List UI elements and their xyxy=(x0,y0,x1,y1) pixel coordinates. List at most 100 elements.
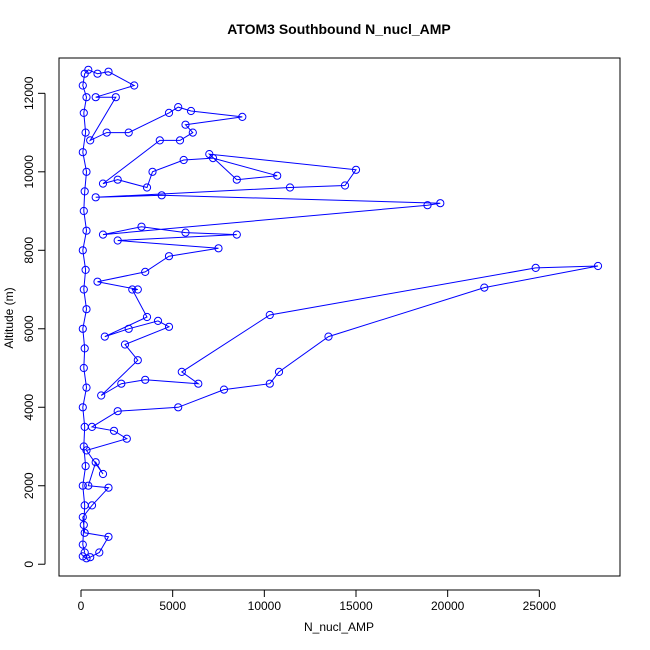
data-point xyxy=(124,324,133,333)
data-point xyxy=(148,167,157,176)
data-point xyxy=(142,312,152,322)
data-point xyxy=(79,363,88,373)
data-point xyxy=(80,528,89,537)
data-point xyxy=(81,462,90,471)
data-point xyxy=(122,434,131,443)
data-point xyxy=(80,548,89,557)
data-point xyxy=(593,261,603,271)
data-point xyxy=(219,385,229,394)
data-point xyxy=(265,310,274,320)
y-tick-label: 8000 xyxy=(22,237,36,264)
data-point xyxy=(133,285,142,294)
data-point xyxy=(174,103,183,112)
data-point xyxy=(80,69,89,78)
data-point xyxy=(98,179,108,188)
data-point xyxy=(111,93,120,102)
data-point xyxy=(186,106,196,116)
data-point xyxy=(214,244,223,253)
plot-area xyxy=(78,65,603,563)
data-point xyxy=(80,422,89,431)
data-point xyxy=(113,236,122,245)
data-point xyxy=(78,148,87,157)
x-tick-label: 15000 xyxy=(339,599,373,613)
data-point xyxy=(102,128,111,137)
data-point xyxy=(130,81,139,90)
data-point xyxy=(137,222,146,231)
data-point xyxy=(155,136,164,145)
data-point xyxy=(79,206,88,216)
data-point xyxy=(91,93,100,102)
y-tick-label: 4000 xyxy=(22,394,36,421)
y-tick-label: 2000 xyxy=(22,472,36,499)
series-line xyxy=(82,69,599,559)
data-point xyxy=(124,128,133,137)
x-tick-label: 25000 xyxy=(523,599,557,613)
data-point xyxy=(208,154,218,163)
data-point xyxy=(181,228,190,237)
x-tick-label: 20000 xyxy=(431,599,465,613)
data-point xyxy=(91,193,100,202)
y-axis-label: Altitude (m) xyxy=(2,287,16,348)
data-point xyxy=(164,108,174,118)
data-point xyxy=(95,548,104,557)
data-point xyxy=(181,120,190,129)
data-point xyxy=(82,554,91,563)
data-point xyxy=(98,230,108,239)
data-point xyxy=(86,553,95,562)
data-point xyxy=(91,458,100,467)
data-point xyxy=(265,379,274,388)
data-point xyxy=(104,532,113,541)
data-point xyxy=(86,136,95,145)
data-point xyxy=(175,136,185,145)
data-point xyxy=(340,181,350,190)
data-point xyxy=(104,483,113,492)
data-point xyxy=(97,391,106,400)
data-point xyxy=(194,379,203,388)
data-point xyxy=(79,442,88,451)
data-point xyxy=(232,230,241,239)
x-tick-label: 5000 xyxy=(159,599,186,613)
data-point xyxy=(164,252,174,261)
data-point xyxy=(82,167,91,176)
x-tick-label: 0 xyxy=(78,599,85,613)
data-point xyxy=(80,187,89,196)
data-point xyxy=(81,265,90,274)
data-point xyxy=(104,67,113,76)
data-point xyxy=(128,285,137,294)
data-point xyxy=(232,175,241,184)
data-point xyxy=(78,513,87,522)
data-point xyxy=(531,263,540,272)
data-point xyxy=(82,305,91,314)
data-point xyxy=(78,403,87,412)
data-point xyxy=(79,285,88,294)
data-point xyxy=(142,183,152,192)
data-point xyxy=(324,332,333,341)
data-point xyxy=(82,226,91,235)
data-point xyxy=(78,481,87,490)
data-point xyxy=(78,246,87,255)
x-tick-label: 10000 xyxy=(248,599,282,613)
data-point xyxy=(78,324,87,333)
data-point xyxy=(480,283,489,292)
data-point xyxy=(238,112,247,122)
data-point xyxy=(351,165,361,174)
data-point xyxy=(84,481,93,490)
data-point xyxy=(113,175,122,184)
data-point xyxy=(79,108,88,118)
data-point xyxy=(93,277,102,286)
data-point xyxy=(117,379,126,388)
data-point xyxy=(179,155,188,165)
data-point xyxy=(188,128,197,137)
data-point xyxy=(141,267,150,276)
data-point xyxy=(174,403,183,412)
data-point xyxy=(98,469,108,479)
data-point xyxy=(100,332,109,341)
x-axis-label: N_nucl_AMP xyxy=(304,620,374,634)
data-point xyxy=(423,201,432,210)
y-tick-label: 10000 xyxy=(22,155,36,189)
data-point xyxy=(141,375,150,384)
data-point xyxy=(109,426,119,435)
data-point xyxy=(273,171,282,180)
data-point xyxy=(120,340,130,349)
